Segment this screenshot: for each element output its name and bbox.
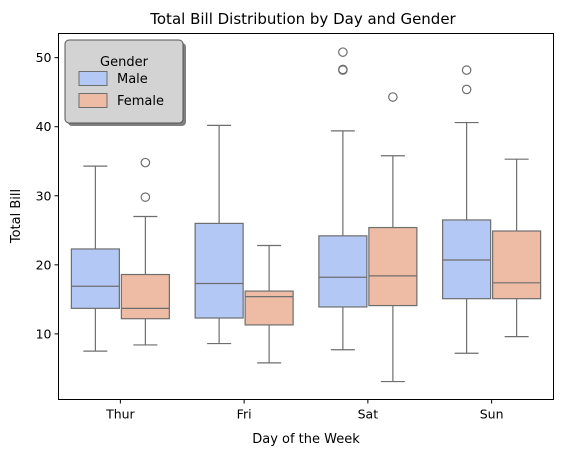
legend-label-female: Female [117,94,164,109]
chart-title: Total Bill Distribution by Day and Gende… [149,10,456,28]
x-tick-label: Sat [358,407,379,422]
iqr-box [442,219,492,300]
box-male-fri [194,124,244,345]
iqr-box [120,273,170,320]
box-male-sat [318,47,368,351]
x-tick-label: Fri [237,407,252,422]
y-axis: 10 20 30 40 50 [36,50,59,341]
iqr-box [368,226,418,307]
iqr-box [194,222,244,319]
iqr-box [318,235,368,308]
plot-area [70,47,542,383]
legend-title: Gender [100,55,149,70]
legend: Gender Male Female [64,39,186,126]
outlier-point [461,84,472,95]
outlier-point [388,92,398,102]
legend-label-male: Male [117,72,148,87]
y-tick-label: 30 [36,188,52,203]
outlier-point [338,64,348,75]
y-tick-label: 50 [36,50,52,65]
x-tick-label: Sun [480,407,504,422]
plot-frame [58,33,554,400]
y-tick-label: 20 [36,257,52,272]
box-male-sun [442,65,492,354]
box-male-thur [70,113,120,352]
outlier-point [140,192,151,202]
y-tick-label: 40 [36,119,52,134]
legend-swatch-female [78,93,108,108]
box-female-thur [120,157,170,346]
box-female-fri [244,244,294,364]
box-female-sun [492,158,542,338]
x-axis-label: Day of the Week [252,432,360,447]
iqr-box [492,230,542,300]
y-tick-label: 10 [36,326,52,341]
outlier-point [338,47,348,57]
x-axis: Thur Fri Sat Sun [105,399,504,422]
outlier-point [140,157,151,168]
iqr-box [70,248,120,309]
box-female-sat [368,92,418,383]
x-tick-label: Thur [105,407,135,422]
y-axis-label: Total Bill [9,189,24,244]
legend-swatch-male [78,71,108,86]
outlier-point [461,65,472,75]
